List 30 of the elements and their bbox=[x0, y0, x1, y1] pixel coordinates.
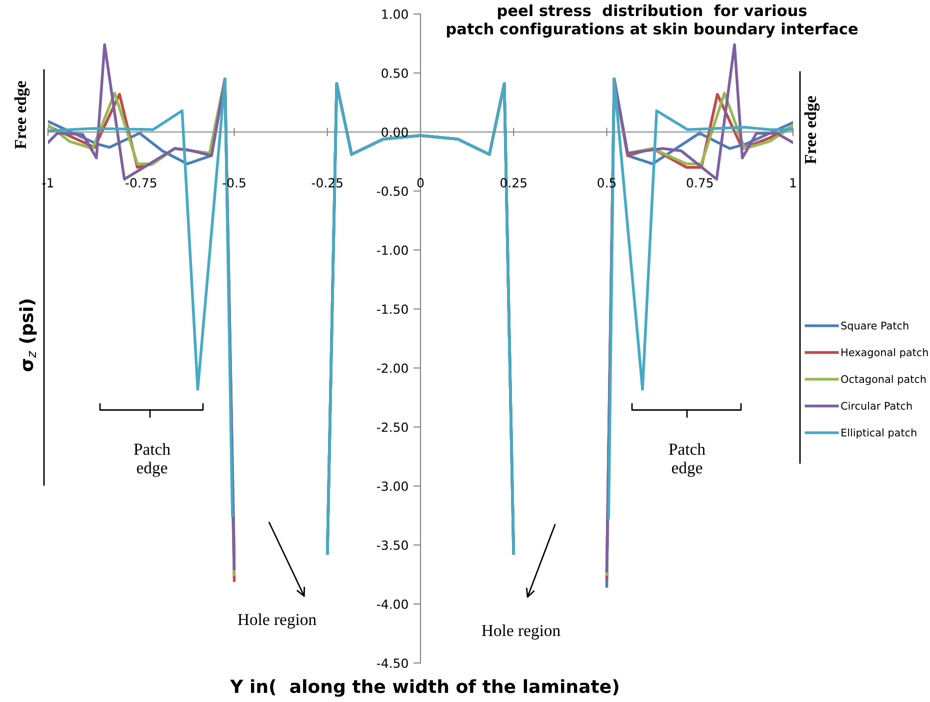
x-axis-title: Y in( along the width of the laminate) bbox=[230, 679, 618, 697]
legend-label: Circular Patch bbox=[841, 402, 912, 410]
annotation: Patch edge bbox=[668, 443, 706, 477]
text: Free edge bbox=[804, 96, 820, 164]
y-tick-label: -2.50 bbox=[376, 422, 408, 432]
y-tick-label: -3.00 bbox=[376, 481, 408, 491]
y-tick-label: -0.50 bbox=[376, 186, 408, 196]
legend-label: Square Patch bbox=[841, 321, 908, 332]
legend-label: Octagonal patch bbox=[841, 374, 926, 386]
y-tick-label: 0.50 bbox=[382, 68, 408, 78]
y-tick-label: 1.00 bbox=[382, 9, 408, 19]
y-tick-label: -3.50 bbox=[376, 540, 408, 550]
annotation: Hole region bbox=[238, 613, 316, 629]
annotation: Hole region bbox=[482, 624, 560, 640]
x-tick-label: 0.75 bbox=[686, 178, 713, 188]
y-tick-label: -2.00 bbox=[376, 363, 408, 373]
y-axis-title: σ$_{z}$ (psi) bbox=[19, 300, 37, 372]
y-tick-label: -4.00 bbox=[376, 599, 408, 609]
legend-label: Elliptical patch bbox=[842, 428, 916, 439]
text: Free edge bbox=[14, 81, 30, 150]
y-tick-label: -1.50 bbox=[376, 304, 408, 314]
annotation: Patch edge bbox=[134, 443, 170, 477]
x-tick-label: 1 bbox=[790, 178, 796, 188]
y-tick-label: -4.50 bbox=[376, 658, 408, 668]
y-tick-label: 0.00 bbox=[382, 127, 408, 137]
x-tick-label: -0.75 bbox=[126, 178, 156, 188]
chart-title: peel stress distribution for various patch configurations at skin boundary interface bbox=[446, 4, 858, 38]
legend-label: Hexagonal patch bbox=[842, 348, 928, 358]
y-tick-label: -1.00 bbox=[376, 245, 408, 255]
x-tick-label: 0 bbox=[417, 178, 424, 188]
